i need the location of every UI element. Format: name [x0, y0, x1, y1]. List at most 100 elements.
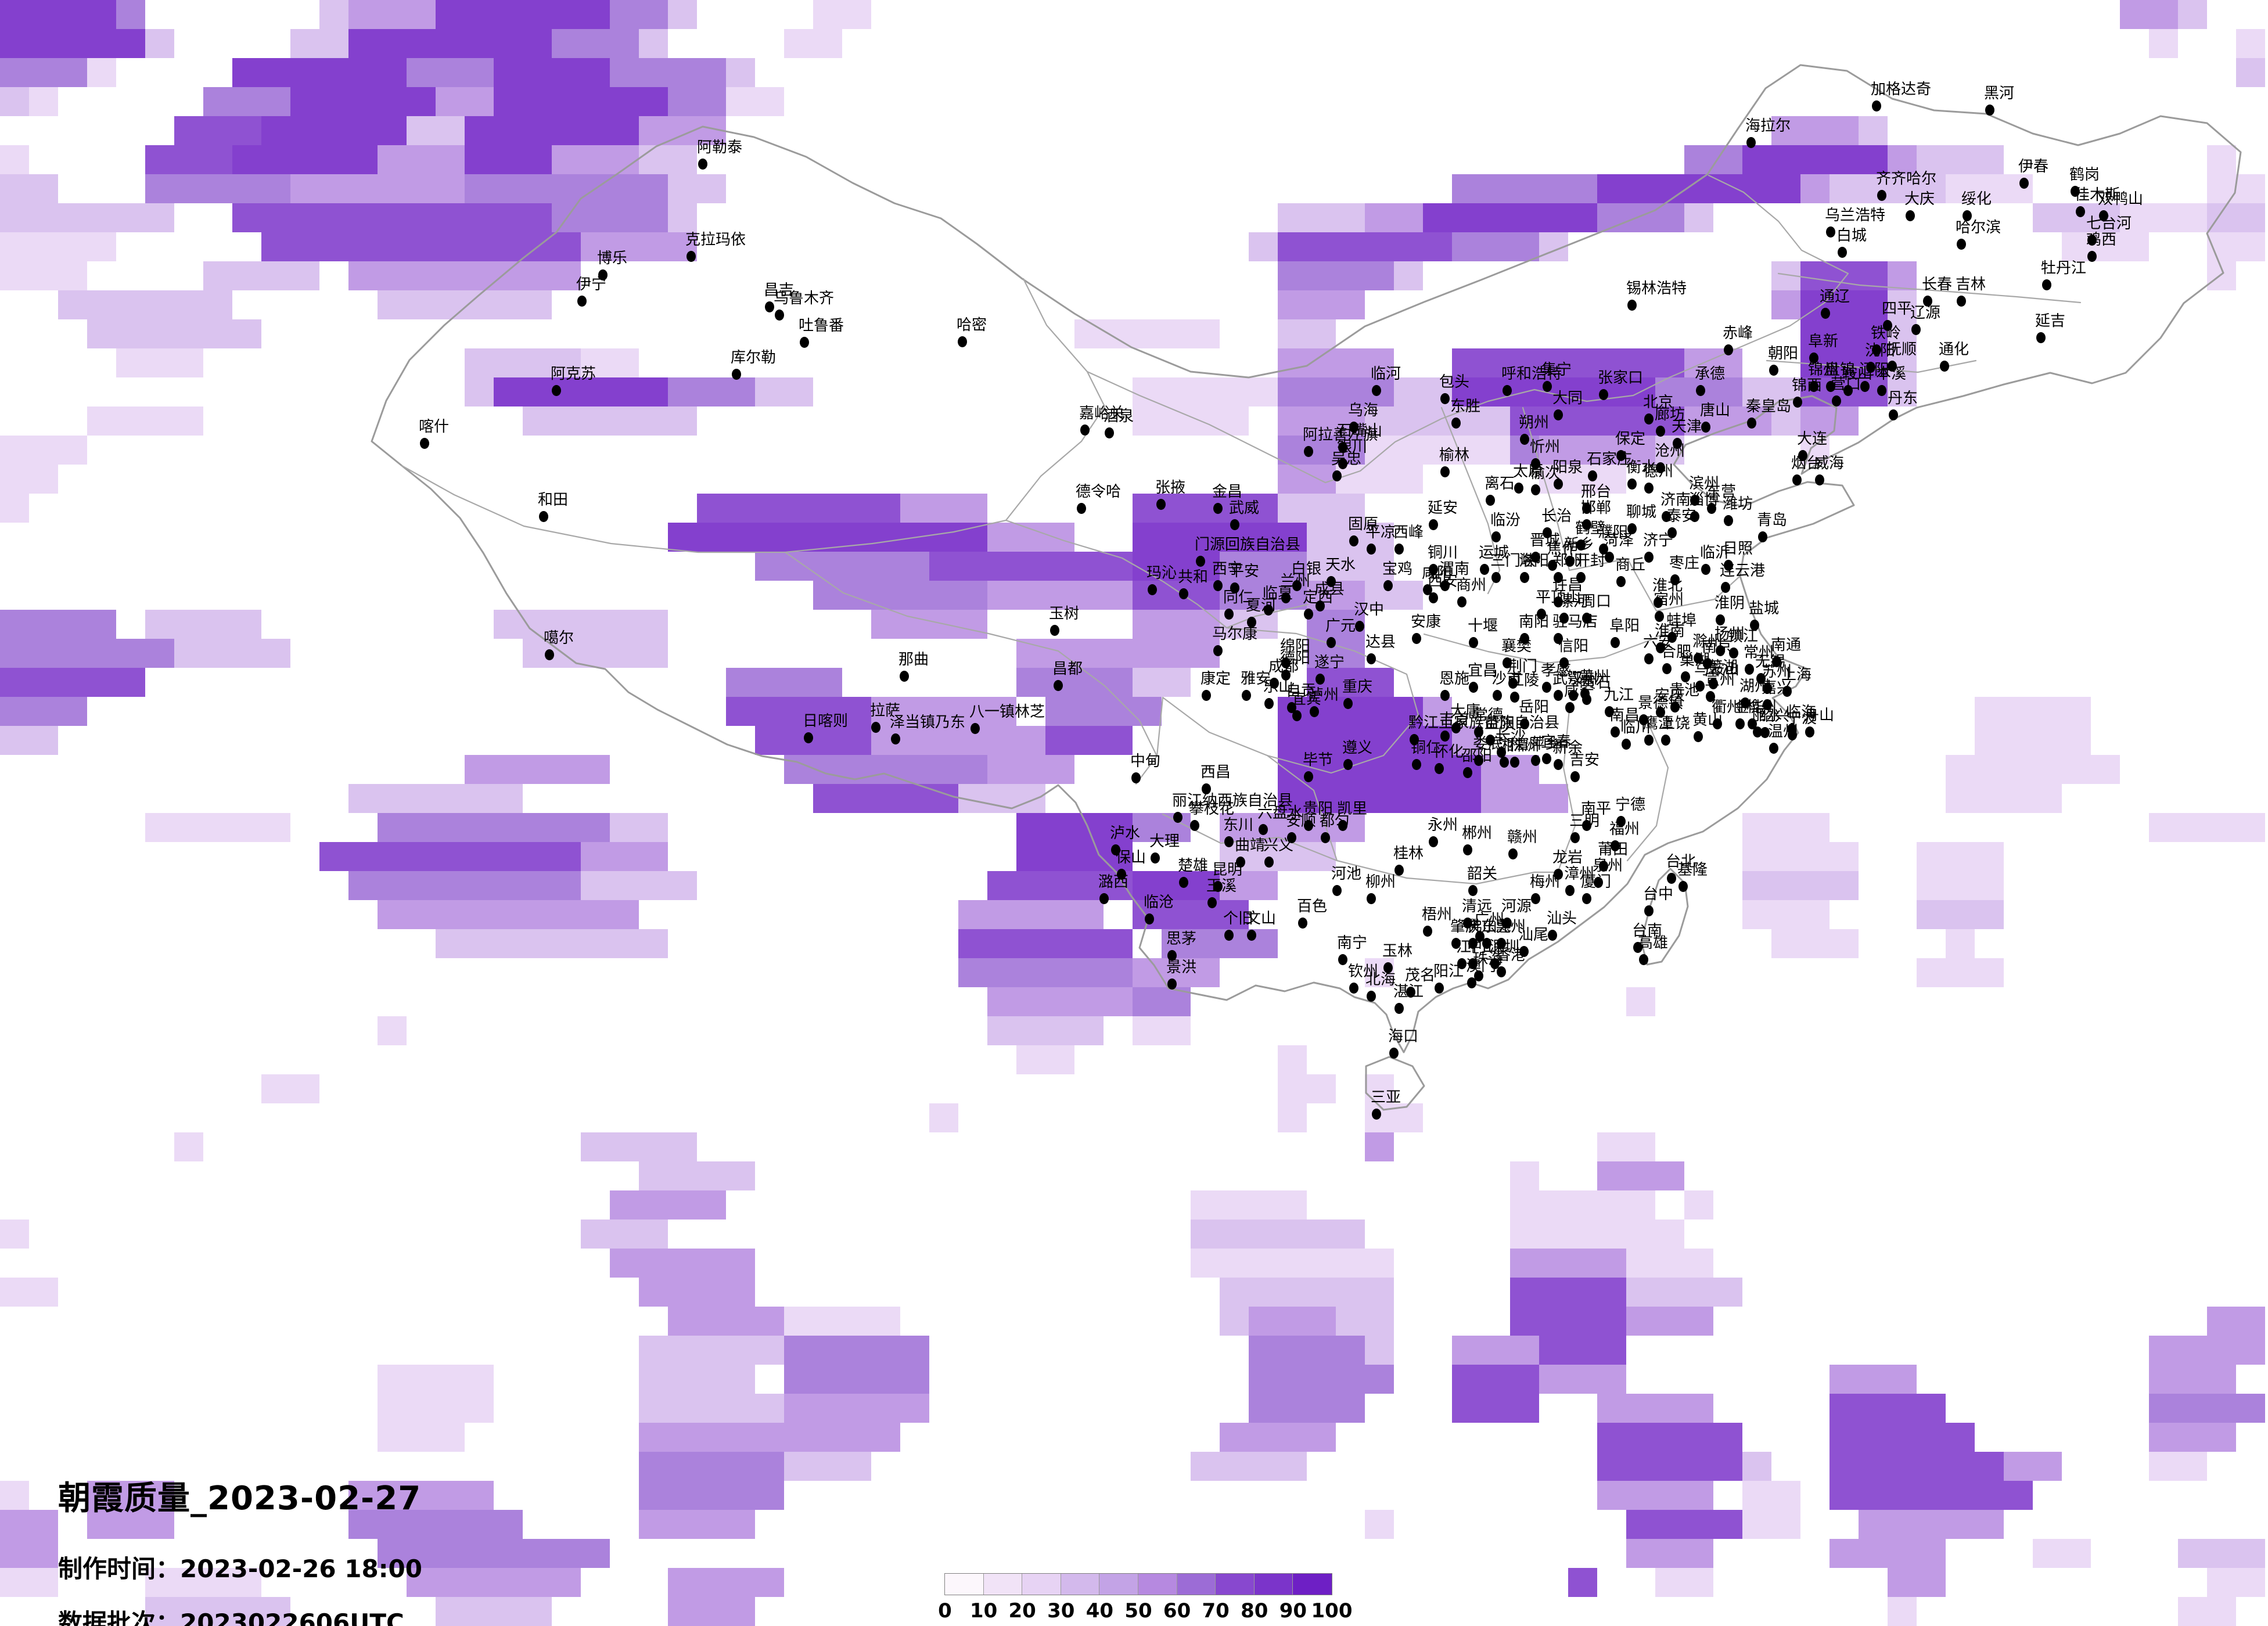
heat-cell: [378, 116, 407, 145]
heat-cell: [581, 232, 610, 261]
legend-swatch: [1138, 1574, 1177, 1595]
heat-cell: [465, 203, 494, 232]
heat-cell: [407, 261, 436, 290]
heat-cell: [348, 116, 378, 145]
title-block: 朝霞质量_2023-02-27 制作时间：2023-02-26 18:00 数据…: [58, 1472, 422, 1626]
heat-cell: [1917, 145, 1946, 174]
heat-cell: [436, 813, 465, 842]
heat-cell: [610, 203, 639, 232]
heat-cell: [900, 581, 929, 610]
heat-cell: [465, 145, 494, 174]
heat-cell: [0, 58, 29, 87]
heat-cell: [784, 29, 813, 58]
heat-cell: [610, 871, 639, 900]
heat-cell: [552, 116, 581, 145]
heat-cell: [1975, 842, 2004, 871]
heat-cell: [1307, 726, 1336, 755]
heat-cell: [1568, 377, 1597, 406]
heat-cell: [523, 871, 552, 900]
heat-cell: [1830, 871, 1859, 900]
heat-cell: [552, 900, 581, 929]
heat-cell: [813, 494, 842, 523]
heat-cell: [465, 842, 494, 871]
heat-cell: [523, 0, 552, 29]
heat-cell: [1307, 377, 1336, 406]
heat-cell: [2091, 755, 2120, 784]
heat-cell: [0, 697, 29, 726]
heat-cell: [116, 406, 145, 436]
heat-cell: [552, 0, 581, 29]
heat-cell: [610, 58, 639, 87]
heat-cell: [378, 813, 407, 842]
heat-cell: [1074, 842, 1104, 871]
heat-cell: [436, 871, 465, 900]
heat-cell: [1481, 436, 1510, 465]
heat-cell: [2207, 145, 2236, 174]
heat-cell: [145, 145, 174, 174]
heat-cell: [726, 87, 755, 116]
heat-cell: [465, 900, 494, 929]
heat-cell: [87, 610, 116, 639]
heat-cell: [1684, 145, 1713, 174]
heat-cell: [929, 755, 958, 784]
heat-cell: [1394, 465, 1423, 494]
heat-cell: [2178, 813, 2207, 842]
heat-cell: [348, 58, 378, 87]
heat-cell: [1191, 523, 1220, 552]
heat-cell: [1365, 552, 1394, 581]
heat-cell: [494, 290, 523, 319]
heat-cell: [668, 871, 697, 900]
heat-cell: [639, 842, 668, 871]
heat-cell: [842, 494, 871, 523]
heat-cell: [348, 784, 378, 813]
heat-cell: [1191, 377, 1220, 406]
heat-cell: [900, 552, 929, 581]
heat-cell: [1481, 174, 1510, 203]
heat-cell: [929, 523, 958, 552]
heat-cell: [958, 697, 987, 726]
heat-cell: [1278, 348, 1307, 377]
heat-cell: [1975, 755, 2004, 784]
heat-cell: [523, 813, 552, 842]
heat-cell: [1104, 726, 1133, 755]
heat-cell: [813, 697, 842, 726]
heat-cell: [1946, 842, 1975, 871]
heat-cell: [958, 494, 987, 523]
heat-cell: [1074, 900, 1104, 929]
heat-cell: [2236, 58, 2265, 87]
heat-cell: [1045, 900, 1074, 929]
heat-cell: [668, 174, 697, 203]
heat-cell: [0, 203, 29, 232]
heat-cell: [1336, 552, 1365, 581]
heat-cell: [1452, 377, 1481, 406]
heat-cell: [2004, 784, 2033, 813]
heat-cell: [900, 610, 929, 639]
heat-cell: [203, 290, 232, 319]
heat-cell: [2062, 697, 2091, 726]
heat-cell: [2033, 726, 2062, 755]
heat-cell: [407, 290, 436, 319]
heat-cell: [1133, 813, 1162, 842]
heat-cell: [581, 87, 610, 116]
heat-cell: [174, 116, 203, 145]
heat-cell: [581, 116, 610, 145]
legend-tick-label: 90: [1279, 1599, 1307, 1623]
heat-cell: [784, 552, 813, 581]
heat-cell: [407, 58, 436, 87]
heat-cell: [174, 406, 203, 436]
heat-cell: [1830, 290, 1859, 319]
heat-cell: [639, 87, 668, 116]
heat-cell: [145, 348, 174, 377]
heat-cell: [436, 842, 465, 871]
heat-cell: [755, 87, 784, 116]
heat-cell: [929, 552, 958, 581]
heat-cell: [842, 784, 871, 813]
heat-cell: [58, 697, 87, 726]
heat-cell: [726, 377, 755, 406]
heat-cell: [261, 87, 290, 116]
heat-cell: [668, 203, 697, 232]
heat-cell: [1191, 610, 1220, 639]
heat-cell: [1162, 668, 1191, 697]
heat-cell: [494, 145, 523, 174]
heat-cell: [610, 377, 639, 406]
